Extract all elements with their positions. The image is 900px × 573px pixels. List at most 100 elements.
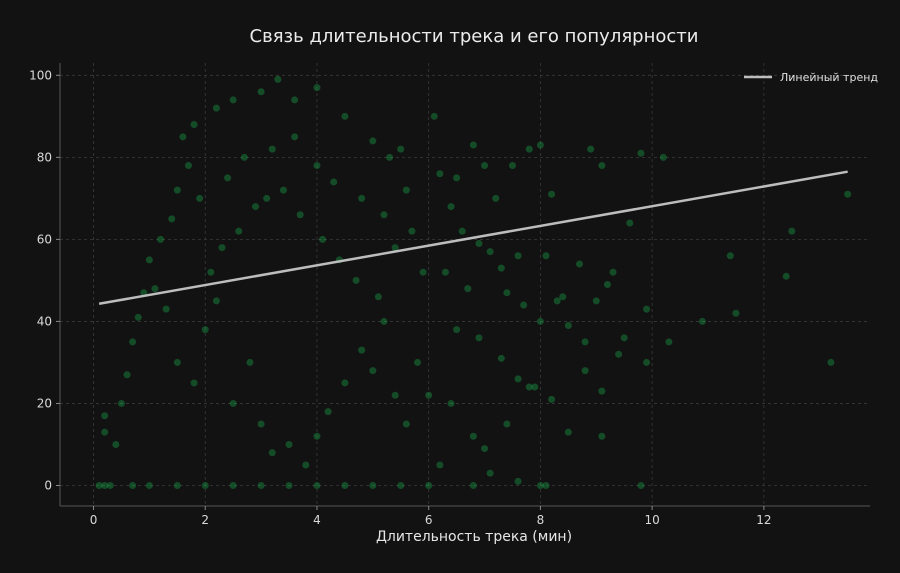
scatter-point	[229, 399, 237, 407]
scatter-point	[134, 313, 142, 321]
scatter-point	[419, 268, 427, 276]
scatter-point	[168, 215, 176, 223]
scatter-point	[296, 211, 304, 219]
scatter-point	[173, 186, 181, 194]
scatter-point	[369, 367, 377, 375]
scatter-point	[469, 432, 477, 440]
scatter-point	[212, 104, 220, 112]
scatter-point	[129, 481, 137, 489]
scatter-point	[469, 481, 477, 489]
scatter-point	[268, 145, 276, 153]
chart-title: Связь длительности трека и его популярно…	[250, 26, 699, 47]
scatter-point	[576, 260, 584, 268]
scatter-point	[402, 186, 410, 194]
scatter-point	[615, 350, 623, 358]
scatter-point	[196, 194, 204, 202]
scatter-point	[157, 235, 165, 243]
scatter-point	[162, 305, 170, 313]
scatter-point	[414, 358, 422, 366]
scatter-point	[313, 432, 321, 440]
scatter-point	[201, 326, 209, 334]
scatter-point	[553, 297, 561, 305]
scatter-point	[581, 367, 589, 375]
scatter-point	[659, 153, 667, 161]
scatter-point	[436, 170, 444, 178]
scatter-point	[402, 420, 410, 428]
scatter-point	[481, 162, 489, 170]
x-tick-label: 10	[644, 513, 659, 527]
scatter-point	[369, 481, 377, 489]
scatter-point	[101, 412, 109, 420]
x-tick-label: 6	[425, 513, 433, 527]
scatter-point	[536, 141, 544, 149]
trend-line-group	[98, 170, 848, 306]
scatter-point	[425, 391, 433, 399]
scatter-point	[698, 317, 706, 325]
scatter-point	[732, 309, 740, 317]
scatter-point	[441, 268, 449, 276]
scatter-point	[598, 432, 606, 440]
scatter-point	[117, 399, 125, 407]
scatter-point	[475, 239, 483, 247]
scatter-point	[313, 84, 321, 92]
scatter-point	[201, 481, 209, 489]
y-tick-label: 0	[44, 478, 52, 492]
scatter-point	[369, 137, 377, 145]
scatter-point	[391, 244, 399, 252]
axes	[59, 63, 870, 507]
y-tick-label: 40	[37, 314, 52, 328]
scatter-point	[302, 461, 310, 469]
scatter-point	[380, 317, 388, 325]
scatter-point	[285, 481, 293, 489]
legend: Линейный тренд	[744, 71, 878, 84]
scatter-point	[341, 481, 349, 489]
scatter-point	[207, 268, 215, 276]
scatter-point	[430, 112, 438, 120]
scatter-point	[397, 145, 405, 153]
scatter-point	[145, 481, 153, 489]
scatter-point	[313, 162, 321, 170]
scatter-point	[151, 285, 159, 293]
scatter-point	[352, 276, 360, 284]
grid	[60, 63, 870, 506]
scatter-point	[112, 440, 120, 448]
scatter-point	[508, 162, 516, 170]
scatter-point	[726, 252, 734, 260]
scatter-point	[246, 358, 254, 366]
scatter-point	[279, 186, 287, 194]
scatter-point	[324, 408, 332, 416]
scatter-point	[481, 445, 489, 453]
scatter-point	[542, 481, 550, 489]
x-tick-label: 0	[90, 513, 98, 527]
scatter-point	[536, 317, 544, 325]
scatter-point	[386, 153, 394, 161]
scatter-point	[341, 112, 349, 120]
scatter-point	[788, 227, 796, 235]
y-tick-label: 80	[37, 150, 52, 164]
scatter-point	[458, 227, 466, 235]
scatter-point	[173, 358, 181, 366]
scatter-point	[291, 96, 299, 104]
scatter-point	[447, 399, 455, 407]
scatter-point	[492, 194, 500, 202]
scatter-point	[626, 219, 634, 227]
scatter-point	[268, 449, 276, 457]
scatter-point	[531, 383, 539, 391]
scatter-point	[503, 289, 511, 297]
scatter-point	[503, 420, 511, 428]
scatter-point	[564, 322, 572, 330]
scatter-point	[179, 133, 187, 141]
scatter-point	[525, 383, 533, 391]
scatter-point	[620, 334, 628, 342]
scatter-point	[581, 338, 589, 346]
scatter-point	[224, 174, 232, 182]
scatter-point	[319, 235, 327, 243]
scatter-point	[95, 481, 103, 489]
x-axis-label: Длительность трека (мин)	[376, 529, 572, 545]
x-tick-label: 8	[537, 513, 545, 527]
scatter-point	[285, 440, 293, 448]
scatter-point	[190, 379, 198, 387]
scatter-point	[106, 481, 114, 489]
scatter-point	[391, 391, 399, 399]
scatter-point	[436, 461, 444, 469]
